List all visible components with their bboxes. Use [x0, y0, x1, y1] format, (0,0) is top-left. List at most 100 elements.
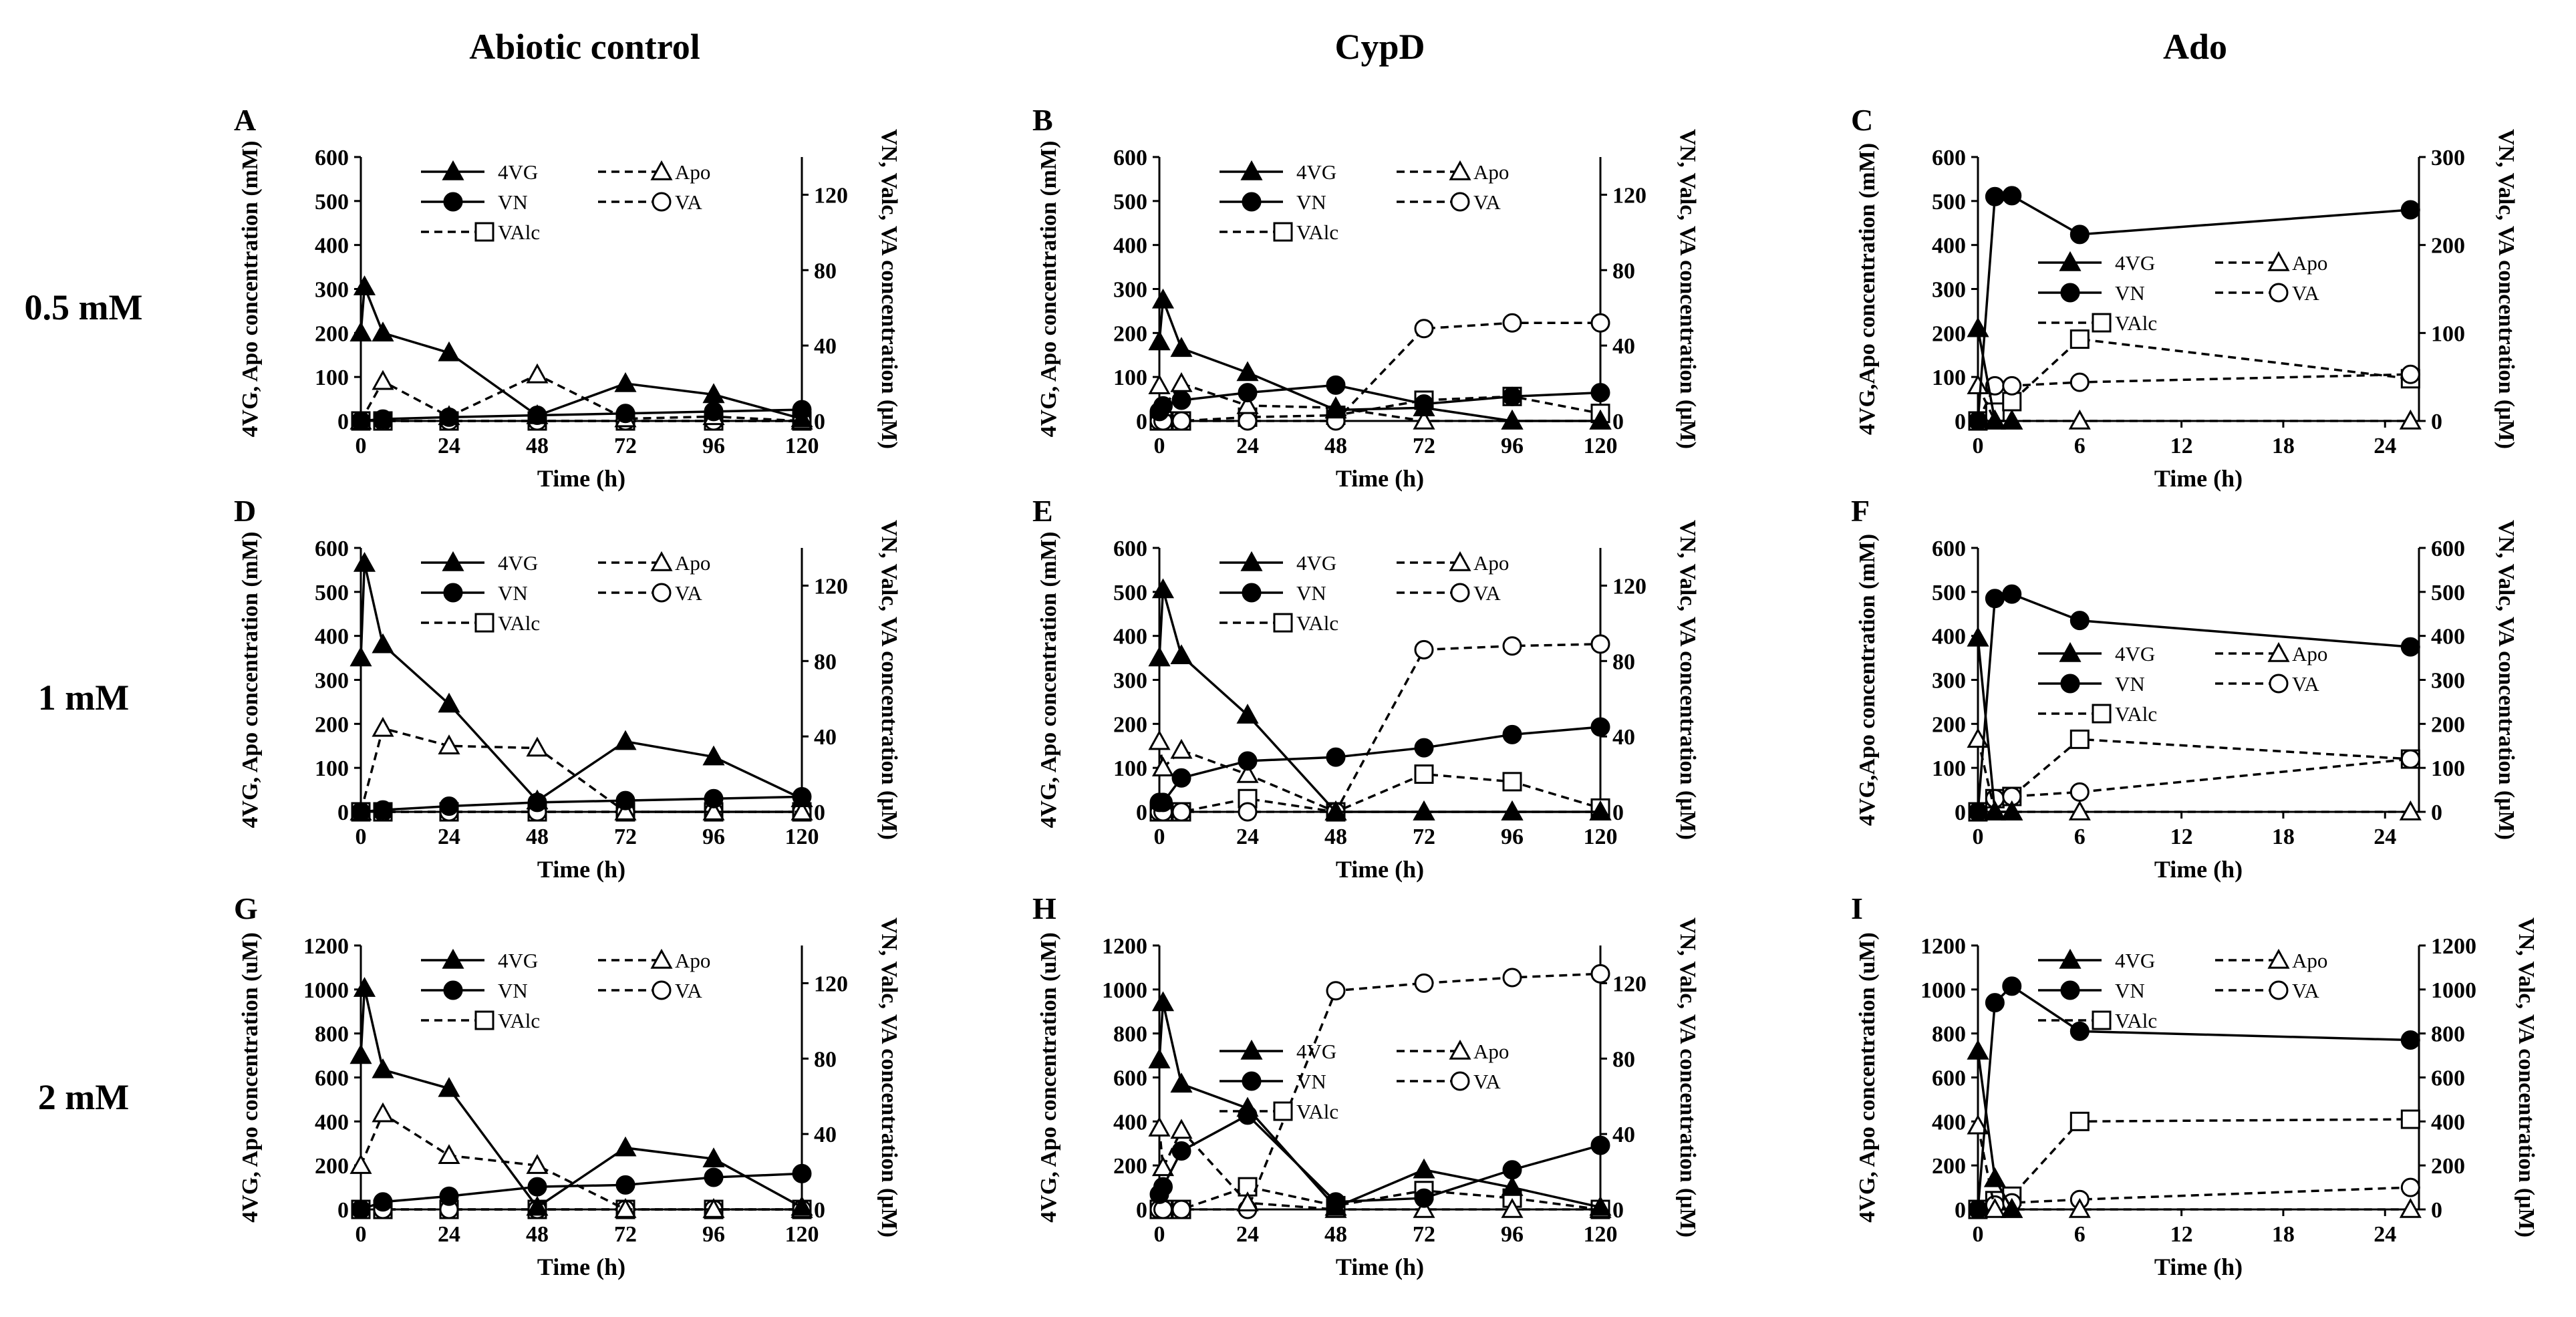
- panel-b-series-va-point: [1171, 411, 1191, 431]
- panel-c-xtick-label: 6: [2074, 434, 2086, 458]
- panel-g-y2label: VN, Valc, VA concentration (μM): [877, 917, 901, 1237]
- panel-a-ytick-label: 400: [315, 234, 349, 259]
- panel-a-y2label: VN, Valc, VA concentration (μM): [877, 129, 901, 449]
- panel-i-series-4vg-point: [1983, 1167, 2006, 1187]
- panel-i: I 0 200 400 600 800 1000 1200 0 200 400 600 800 1000 1…: [1851, 891, 2539, 1280]
- panel-c-series-apo-point: [2399, 409, 2422, 430]
- panel-i-series-apo-point: [1983, 1197, 2006, 1218]
- panel-b-legend-va-label: VA: [1473, 190, 1501, 214]
- panel-e-legend-valc-label: VAlc: [1296, 611, 1338, 635]
- panel-c-legend-4vg-marker: [2059, 251, 2082, 271]
- panel-g-series-apo-point: [438, 1144, 460, 1165]
- panel-a-y2tick-label: 40: [814, 334, 837, 359]
- panel-c-series-valc-line: [1977, 337, 2411, 422]
- panel-f-series-apo-point: [2068, 800, 2091, 821]
- panel-i-ytick-label: 0: [1955, 1198, 1966, 1223]
- panel-e-ytick-label: 300: [1113, 669, 1147, 694]
- panel-g-legend-va-label: VA: [675, 979, 702, 1002]
- panel-h-series-va-line: [1159, 972, 1601, 1211]
- panel-d-y2tick-label: 0: [814, 800, 825, 825]
- panel-h-legend-va-label: VA: [1473, 1070, 1501, 1093]
- panel-i-series-vn-point: [2002, 976, 2022, 996]
- panel-b-xtick-label: 96: [1501, 434, 1524, 458]
- panel-e-series-4vg-point: [1413, 800, 1435, 821]
- panel-h-xtick-label: 24: [1236, 1222, 1259, 1247]
- panel-a-series-vn-line: [360, 408, 803, 422]
- panel-h-legend-4vg-marker: [1240, 1039, 1263, 1060]
- panel-d-y2tick-label: 120: [814, 574, 848, 599]
- panel-e-series-va-line: [1159, 643, 1601, 813]
- panel-a-series-vn-point: [704, 402, 724, 422]
- panel-d-series-4vg-point: [438, 692, 460, 713]
- panel-h-ytick-label: 1200: [1102, 934, 1147, 959]
- panel-b-legend-4vg-label: 4VG: [1296, 160, 1336, 184]
- panel-c-legend-apo-marker: [2267, 251, 2290, 271]
- panel-d-legend-4vg-marker: [442, 551, 464, 571]
- panel-g-legend-apo-label: Apo: [675, 949, 710, 972]
- panel-i-series-vn-point: [2400, 1030, 2420, 1050]
- panel-a-xtick-label: 120: [785, 434, 819, 458]
- panel-c-series-vn-point: [2069, 225, 2090, 245]
- panel-e-legend-4vg-marker: [1240, 551, 1263, 571]
- panel-g-series-apo-point: [372, 1102, 394, 1123]
- panel-i-ytick-label: 800: [1932, 1022, 1966, 1047]
- panel-f-y2tick-label: 500: [2431, 581, 2465, 605]
- panel-h-legend-valc-label: VAlc: [1296, 1100, 1338, 1123]
- panel-d-ytick-label: 0: [337, 800, 349, 825]
- panel-b-ytick-label: 400: [1113, 234, 1147, 259]
- panel-f-legend-vn-label: VN: [2115, 672, 2145, 696]
- panel-g-ytick-label: 0: [337, 1198, 349, 1223]
- panel-c-ytick-label: 300: [1932, 278, 1966, 303]
- panel-h-series-valc-line: [1159, 1185, 1601, 1211]
- panel-g-legend-4vg-marker: [442, 948, 464, 969]
- panel-e-series-4vg-point: [1589, 800, 1612, 821]
- panel-d-letter: D: [234, 494, 256, 528]
- panel-f-y2tick-label: 0: [2431, 800, 2442, 825]
- panel-i-y2tick-label: 0: [2431, 1198, 2442, 1223]
- panel-h-series-va-point: [1171, 1199, 1191, 1219]
- panel-a-y2tick-label: 0: [814, 410, 825, 434]
- panel-h-ytick-label: 200: [1113, 1154, 1147, 1179]
- panel-f-ytick-label: 0: [1955, 800, 1966, 825]
- panel-e-ytick-label: 100: [1113, 756, 1147, 781]
- panel-f-xtick-label: 6: [2074, 825, 2086, 849]
- panel-i-series-apo-point: [2068, 1197, 2091, 1218]
- panel-b-series-4vg-point: [1413, 396, 1435, 416]
- panel-f-y2tick-label: 400: [2431, 625, 2465, 649]
- panel-a-series-4vg-point: [438, 341, 460, 361]
- panel-d-xtick-label: 48: [526, 825, 549, 849]
- panel-g-series-4vg-line: [360, 988, 803, 1209]
- panel-e-series-va-point: [1590, 634, 1610, 654]
- panel-d-y2label: VN, Valc, VA concentration (μM): [877, 520, 901, 840]
- panel-b-legend-va-marker: [1450, 192, 1470, 212]
- panel-a-legend-apo-label: Apo: [675, 160, 710, 184]
- panel-f-xtick-label: 12: [2170, 825, 2193, 849]
- panel-g-series-4vg-point: [353, 977, 376, 997]
- panel-h-series-4vg-point: [1148, 1048, 1171, 1068]
- panel-i-y2tick-label: 1200: [2431, 934, 2476, 959]
- panel-b-series-vn-point: [1238, 383, 1258, 403]
- panel-f-legend-valc-label: VAlc: [2115, 702, 2157, 726]
- panel-c-series-valc-point: [2002, 392, 2022, 412]
- panel-c-xtick-label: 24: [2374, 434, 2396, 458]
- panel-g-series-vn-line: [360, 1172, 803, 1211]
- panel-h-legend-va-marker: [1450, 1071, 1470, 1091]
- panel-g-ylabel: 4VG, Apo concentration (uM): [238, 932, 263, 1222]
- panel-i-series-vn-point: [1985, 993, 2005, 1013]
- panel-e-series-apo-point: [1151, 756, 1175, 776]
- panel-c-legend-valc-marker: [2092, 313, 2112, 333]
- panel-d-ylabel: 4VG, Apo concentration (mM): [238, 532, 263, 829]
- row-label-2mm: 2 mM: [38, 1077, 129, 1117]
- panel-h-series-4vg-point: [1413, 1158, 1435, 1179]
- panel-e-xlabel: Time (h): [1336, 856, 1424, 883]
- panel-h-series-apo-point: [1501, 1197, 1524, 1218]
- panel-b-series-4vg-point: [1151, 288, 1175, 309]
- panel-e-y2tick-label: 40: [1612, 725, 1635, 750]
- panel-i-y2tick-label: 400: [2431, 1110, 2465, 1135]
- panel-i-y2tick-label: 600: [2431, 1066, 2465, 1091]
- panel-d-legend-apo-marker: [650, 551, 673, 571]
- panel-i-legend-4vg-marker: [2059, 948, 2082, 969]
- panel-f-xtick-label: 0: [1973, 825, 1984, 849]
